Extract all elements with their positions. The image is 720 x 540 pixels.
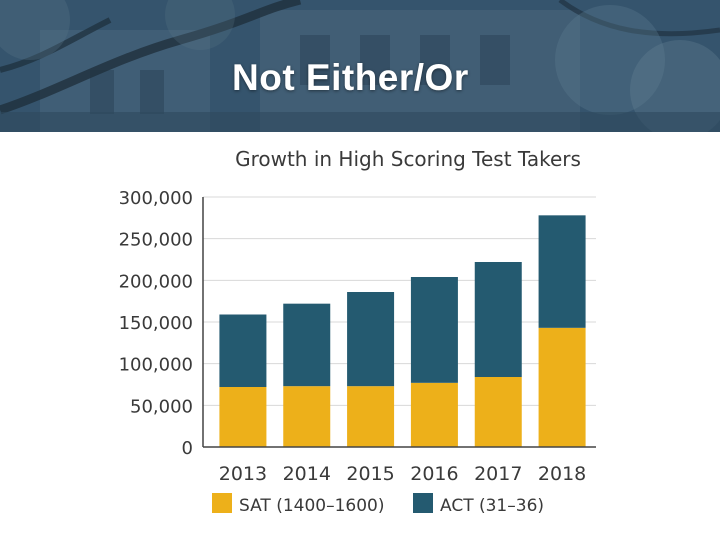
bar-act-2018	[538, 215, 586, 328]
legend-swatch-act	[413, 493, 433, 513]
slide-title: Not Either/Or	[232, 57, 469, 98]
bar-sat-2017	[474, 377, 522, 447]
bar-act-2013	[219, 314, 267, 387]
bar-act-2016	[410, 277, 458, 383]
y-tick-label: 150,000	[119, 313, 193, 334]
bar-act-2015	[347, 292, 395, 387]
x-tick-label: 2018	[538, 463, 586, 485]
legend-label-sat: SAT (1400–1600)	[239, 496, 385, 516]
chart-title: Growth in High Scoring Test Takers	[235, 147, 581, 171]
y-tick-label: 100,000	[119, 355, 193, 376]
y-tick-label: 200,000	[119, 271, 193, 292]
x-tick-label: 2016	[410, 463, 458, 485]
axes	[202, 197, 596, 448]
bar-sat-2014	[283, 386, 331, 447]
x-tick-label: 2017	[474, 463, 522, 485]
bar-sat-2013	[219, 387, 267, 447]
y-tick-label: 250,000	[119, 230, 193, 251]
y-tick-label: 0	[182, 438, 193, 459]
bars	[219, 215, 586, 447]
campus-background-image	[0, 0, 720, 132]
bar-sat-2016	[410, 382, 458, 447]
tick-labels: 0 50,000 100,000 150,000 200,000 250,000 300,0…	[119, 188, 587, 485]
y-tick-label: 50,000	[130, 396, 193, 417]
bar-act-2014	[283, 303, 331, 387]
y-tick-label: 300,000	[119, 188, 193, 209]
header-banner: Not Either/Or	[0, 0, 720, 132]
gridlines	[203, 196, 596, 406]
x-tick-label: 2013	[219, 463, 267, 485]
bar-sat-2018	[538, 327, 586, 447]
x-tick-label: 2015	[346, 463, 394, 485]
legend: SAT (1400–1600) ACT (31–36)	[212, 493, 544, 516]
bar-sat-2015	[347, 386, 395, 447]
legend-label-act: ACT (31–36)	[440, 496, 544, 516]
chart-container: Growth in High Scoring Test Takers 0 50,0…	[0, 132, 720, 540]
bar-act-2017	[474, 262, 522, 377]
legend-swatch-sat	[212, 493, 232, 513]
x-tick-label: 2014	[283, 463, 331, 485]
stacked-bar-chart: Growth in High Scoring Test Takers 0 50,0…	[119, 147, 596, 516]
